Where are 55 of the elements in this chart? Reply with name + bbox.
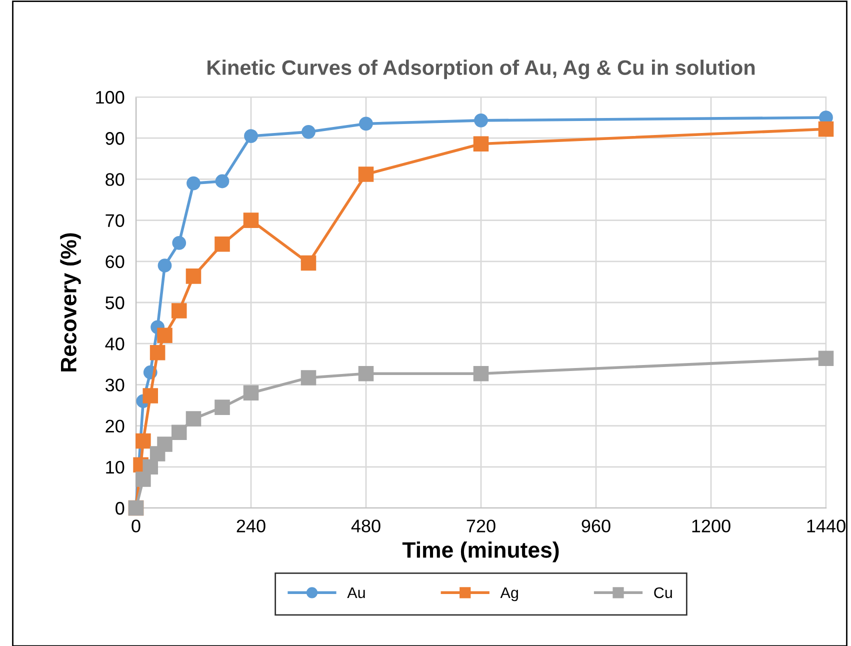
point (158, 258, 172, 272)
point (244, 129, 258, 143)
point (186, 176, 200, 190)
x-axis-title: Time (minutes) (402, 542, 559, 562)
point (150, 345, 166, 360)
point (818, 350, 834, 366)
y-tick-label: 70 (106, 214, 124, 228)
point (157, 328, 172, 344)
point (474, 113, 488, 128)
point (359, 116, 373, 131)
y-tick-label: 30 (105, 378, 124, 392)
point (186, 268, 202, 284)
point (136, 472, 151, 487)
y-tick-label: 40 (105, 338, 124, 350)
y-tick-label: 80 (106, 173, 124, 186)
y-axis-title: Recovery (%) (60, 233, 81, 372)
point (473, 136, 489, 152)
point (243, 212, 259, 228)
y-tick-label: 20 (106, 420, 124, 433)
legend-label: Ag (500, 587, 518, 602)
y-tick-label: 60 (106, 255, 124, 268)
point (142, 459, 158, 475)
x-tick-label: 0 (132, 520, 140, 532)
x-tick-label: 240 (236, 520, 266, 532)
point (215, 174, 230, 188)
x-tick-label: 720 (466, 520, 496, 532)
chart-title: Kinetic Curves of Adsorption of Au, Ag & Cu in solution (208, 60, 755, 80)
y-tick-label: 10 (106, 460, 124, 474)
point (473, 366, 489, 382)
y-tick-label: 90 (106, 132, 124, 145)
x-tick-label: 960 (582, 520, 610, 532)
point (172, 236, 186, 250)
y-tick-label: 0 (116, 502, 124, 515)
point (358, 366, 374, 382)
point (186, 411, 202, 426)
point (300, 255, 316, 271)
point (243, 385, 259, 401)
y-tick-label: 50 (106, 296, 124, 310)
x-tick-label: 1200 (692, 520, 730, 532)
point (818, 121, 834, 137)
point (300, 370, 316, 386)
point (157, 436, 172, 452)
point (171, 303, 187, 318)
legend-label: Cu (654, 587, 672, 598)
x-tick-label: 1440 (807, 520, 846, 532)
point (302, 124, 316, 139)
x-tick-label: 480 (351, 520, 380, 532)
point (214, 400, 230, 415)
point (214, 236, 230, 252)
point (142, 388, 158, 404)
point (358, 166, 374, 182)
point (136, 433, 151, 449)
legend-label: Au (347, 587, 365, 598)
y-tick-label: 100 (96, 90, 124, 104)
point (171, 424, 187, 440)
